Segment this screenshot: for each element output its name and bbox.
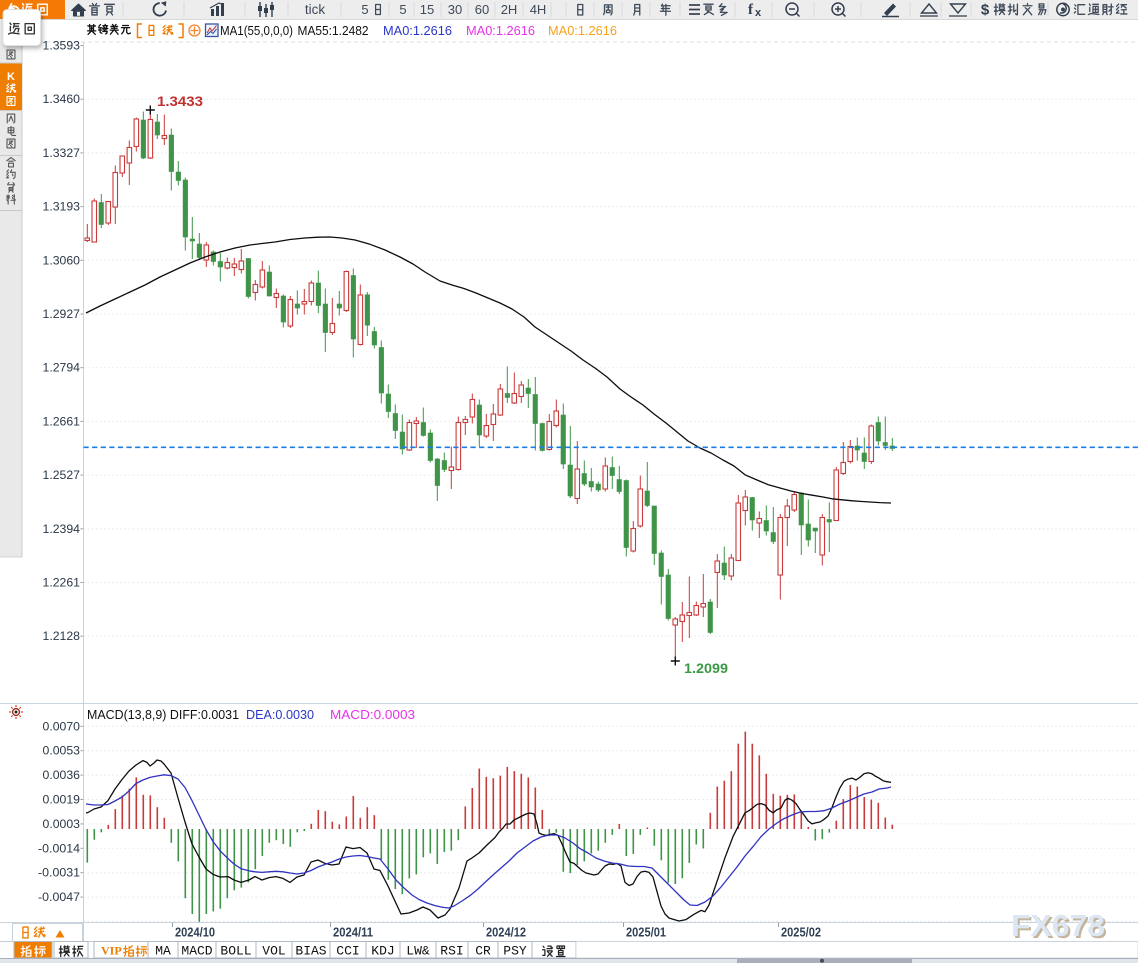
svg-text:15: 15 xyxy=(420,2,434,17)
svg-text:2025/02: 2025/02 xyxy=(781,926,821,940)
svg-text:1.3460: 1.3460 xyxy=(43,92,81,106)
svg-text:MACD: MACD xyxy=(181,944,212,959)
svg-text:K: K xyxy=(7,71,15,83)
svg-text:0.0019: 0.0019 xyxy=(43,793,81,807)
svg-text:DEA:0.0030: DEA:0.0030 xyxy=(246,708,314,722)
svg-text:0.0070: 0.0070 xyxy=(43,719,81,733)
svg-text:1.2794: 1.2794 xyxy=(43,361,81,375)
svg-text:MA55:1.2482: MA55:1.2482 xyxy=(298,23,369,38)
svg-text:0.0053: 0.0053 xyxy=(43,744,81,758)
svg-text:2024/10: 2024/10 xyxy=(175,926,215,940)
svg-text:BIAS: BIAS xyxy=(295,944,326,959)
svg-text:LW&: LW& xyxy=(406,944,430,959)
svg-text:VOL: VOL xyxy=(262,944,285,959)
svg-text:2024/12: 2024/12 xyxy=(486,926,526,940)
svg-text:MA1(55,0,0,0): MA1(55,0,0,0) xyxy=(220,23,293,38)
svg-text:FX678: FX678 xyxy=(1013,910,1107,945)
svg-text:30: 30 xyxy=(448,2,462,17)
svg-text:1.2927: 1.2927 xyxy=(43,307,81,321)
svg-text:MA0:1.2616: MA0:1.2616 xyxy=(548,23,617,38)
svg-text:$: $ xyxy=(981,2,990,19)
svg-text:CCI: CCI xyxy=(336,944,359,959)
svg-text:1.2099: 1.2099 xyxy=(684,661,728,676)
svg-text:60: 60 xyxy=(475,2,489,17)
svg-text:PSY: PSY xyxy=(503,944,527,959)
svg-text:1.2394: 1.2394 xyxy=(43,522,81,536)
svg-text:1.2661: 1.2661 xyxy=(43,414,81,428)
svg-text:MACD(13,8,9) DIFF:0.0031: MACD(13,8,9) DIFF:0.0031 xyxy=(87,708,239,722)
svg-text:1.2128: 1.2128 xyxy=(43,629,81,643)
svg-text:-0.0047: -0.0047 xyxy=(38,890,80,904)
svg-text:1.3327: 1.3327 xyxy=(43,146,81,160)
svg-text:MA: MA xyxy=(155,944,171,959)
svg-text:5: 5 xyxy=(361,2,368,17)
svg-text:-0.0014: -0.0014 xyxy=(38,841,80,855)
svg-text:FX678: FX678 xyxy=(1011,908,1105,943)
svg-text:f: f xyxy=(748,2,754,18)
svg-text:2024/11: 2024/11 xyxy=(333,926,373,940)
svg-text:CR: CR xyxy=(475,944,491,959)
svg-text:0.0003: 0.0003 xyxy=(43,817,81,831)
svg-text:5: 5 xyxy=(399,2,406,17)
svg-text:KDJ: KDJ xyxy=(371,944,394,959)
svg-text:1.3060: 1.3060 xyxy=(43,253,81,267)
svg-text:1.2261: 1.2261 xyxy=(43,576,81,590)
svg-text:x: x xyxy=(755,7,762,19)
svg-text:2025/01: 2025/01 xyxy=(626,926,666,940)
svg-text:MA0:1.2616: MA0:1.2616 xyxy=(383,23,452,38)
svg-text:1.3593: 1.3593 xyxy=(43,39,81,53)
svg-text:VIP: VIP xyxy=(101,944,122,958)
svg-text:MA0:1.2616: MA0:1.2616 xyxy=(466,23,535,38)
svg-text:tick: tick xyxy=(305,2,326,17)
svg-text:BOLL: BOLL xyxy=(220,944,251,959)
svg-text:RSI: RSI xyxy=(440,944,463,959)
svg-text:4H: 4H xyxy=(530,2,547,17)
svg-text:2H: 2H xyxy=(501,2,518,17)
svg-text:1.3193: 1.3193 xyxy=(43,200,81,214)
svg-text:-0.0031: -0.0031 xyxy=(38,866,80,880)
svg-text:1.2527: 1.2527 xyxy=(43,468,81,482)
svg-text:MACD:0.0003: MACD:0.0003 xyxy=(330,708,415,722)
svg-text:0.0036: 0.0036 xyxy=(43,768,81,782)
svg-text:1.3433: 1.3433 xyxy=(157,94,204,109)
